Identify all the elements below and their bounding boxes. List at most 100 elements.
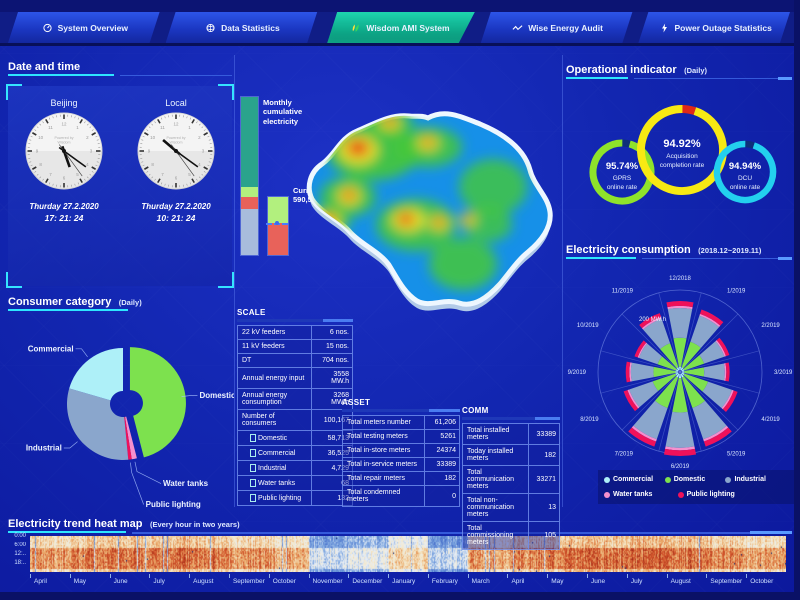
- rose-petal-segment[interactable]: [652, 373, 677, 391]
- rose-petal-segment[interactable]: [683, 355, 705, 371]
- table-row-label: Commercial: [238, 446, 311, 460]
- rose-petal-segment[interactable]: [628, 427, 657, 447]
- rose-petal-segment[interactable]: [681, 371, 685, 373]
- rose-petal-segment[interactable]: [716, 337, 730, 357]
- legend-item-domestic[interactable]: Domestic: [664, 476, 726, 483]
- table-row: Total repair meters 182: [343, 472, 459, 486]
- rose-petal-segment[interactable]: [638, 343, 663, 365]
- tab-power-outage-statistics[interactable]: Power Outage Statistics: [638, 12, 792, 43]
- rose-petal-segment[interactable]: [675, 369, 679, 372]
- rose-petal-segment[interactable]: [637, 342, 648, 358]
- rose-petal-segment[interactable]: [702, 381, 733, 409]
- pie-slice-industrial[interactable]: [67, 388, 129, 460]
- legend-item-public-lighting[interactable]: Public lighting: [677, 491, 752, 498]
- rose-petal-segment[interactable]: [680, 373, 684, 378]
- rose-petal-segment[interactable]: [633, 400, 668, 440]
- rose-petal-segment[interactable]: [703, 425, 729, 442]
- rose-petal-segment[interactable]: [699, 313, 721, 327]
- table-row: Total in-store meters 24374: [343, 444, 459, 458]
- rose-petal-segment[interactable]: [643, 318, 671, 350]
- datetime-header: Date and time: [8, 57, 80, 75]
- svg-text:4: 4: [86, 162, 89, 167]
- rose-petal-segment[interactable]: [665, 446, 695, 451]
- bar-segment: [241, 187, 258, 197]
- rose-petal-segment[interactable]: [653, 366, 676, 378]
- rose-petal-segment[interactable]: [692, 400, 727, 440]
- rose-petal-segment[interactable]: [676, 373, 680, 378]
- rose-petal-segment[interactable]: [681, 372, 685, 376]
- table-row: Total non-communication meters 13: [463, 494, 559, 522]
- table-row: Total communication meters 33271: [463, 466, 559, 494]
- rose-petal-segment[interactable]: [672, 377, 688, 413]
- rose-petal-segment[interactable]: [623, 390, 639, 412]
- rose-petal-segment[interactable]: [676, 367, 680, 371]
- rose-petal-segment[interactable]: [673, 337, 687, 367]
- pie-slice-water-tanks[interactable]: [125, 416, 137, 460]
- rose-petal-segment[interactable]: [660, 343, 679, 369]
- rose-petal-segment[interactable]: [681, 369, 685, 372]
- rose-petal-segment[interactable]: [675, 371, 679, 373]
- rose-petal-segment[interactable]: [699, 341, 725, 364]
- rose-petal-segment[interactable]: [625, 361, 631, 383]
- tab-system-overview[interactable]: System Overview: [8, 12, 162, 43]
- rose-month-label: 10/2019: [577, 323, 599, 329]
- pie-slice-domestic[interactable]: [129, 347, 186, 458]
- rose-petal-segment[interactable]: [703, 427, 732, 447]
- rose-petal-segment[interactable]: [629, 362, 632, 382]
- rose-petal-segment[interactable]: [663, 448, 697, 456]
- tab-label: Power Outage Statistics: [674, 22, 772, 33]
- corner-accent: [218, 272, 234, 288]
- rose-petal-segment[interactable]: [722, 390, 738, 412]
- rose-petal-segment[interactable]: [665, 411, 695, 448]
- legend-item-commercial[interactable]: Commercial: [604, 476, 665, 483]
- consumer-header: Consumer category (Daily): [8, 292, 142, 310]
- footer-bar: [0, 592, 800, 600]
- rose-petal-segment[interactable]: [675, 372, 679, 376]
- heatmap-month-label: July: [153, 578, 165, 585]
- heatmap-scroll-thumb[interactable]: [750, 531, 792, 534]
- rose-petal-segment[interactable]: [631, 425, 657, 442]
- rose-petal-segment[interactable]: [725, 362, 730, 382]
- legend-item-industrial[interactable]: Industrial: [725, 476, 786, 483]
- rose-petal-segment[interactable]: [641, 317, 662, 330]
- tab-data-statistics[interactable]: Data Statistics: [166, 12, 320, 43]
- heatmap-month-label: June: [113, 578, 128, 585]
- rose-petal-segment[interactable]: [654, 376, 679, 409]
- rose-petal-segment[interactable]: [630, 362, 654, 382]
- rose-petal-segment[interactable]: [634, 340, 647, 358]
- rose-petal-segment[interactable]: [680, 367, 684, 371]
- rose-petal-segment[interactable]: [684, 367, 705, 377]
- consumption-subtitle: (2018.12~2019.11): [698, 246, 762, 255]
- pie-slice-public-lighting[interactable]: [124, 416, 132, 460]
- legend-item-water-tanks[interactable]: Water tanks: [604, 491, 678, 498]
- rose-petal-segment[interactable]: [678, 366, 682, 371]
- rose-petal-segment[interactable]: [667, 305, 693, 310]
- pie-slice-commercial[interactable]: [69, 348, 123, 401]
- gauge-label: GPRS: [613, 175, 632, 182]
- rose-petal-segment[interactable]: [690, 315, 720, 348]
- rose-petal-segment[interactable]: [715, 340, 726, 357]
- clock-city-label: Beijing: [50, 98, 78, 108]
- rose-petal-segment[interactable]: [678, 373, 682, 379]
- tab-wise-energy-audit[interactable]: Wise Energy Audit: [481, 12, 635, 43]
- rose-petal-segment[interactable]: [683, 373, 709, 392]
- heatmap-month-tick: [30, 574, 31, 578]
- rose-petal-segment[interactable]: [666, 301, 694, 308]
- table-row-label: Industrial: [238, 461, 311, 475]
- rose-petal-segment[interactable]: [721, 389, 734, 410]
- rose-petal-segment[interactable]: [700, 309, 724, 326]
- current-load-marker-dot: [275, 221, 279, 226]
- rose-petal-segment[interactable]: [667, 307, 693, 339]
- rose-petal-segment[interactable]: [723, 363, 727, 381]
- operational-line: [634, 78, 792, 79]
- rose-petal-segment[interactable]: [629, 381, 659, 408]
- rose-petal-segment[interactable]: [639, 313, 662, 329]
- rose-petal-segment[interactable]: [681, 376, 706, 409]
- heatmap-month-tick: [388, 574, 390, 578]
- svg-text:Wisdom: Wisdom: [58, 141, 71, 145]
- rose-petal-segment[interactable]: [703, 363, 725, 381]
- rose-petal-segment[interactable]: [681, 341, 701, 369]
- rose-petal-segment[interactable]: [627, 389, 640, 409]
- rose-petal-segment[interactable]: [657, 356, 677, 371]
- tab-wisdom-ami-system[interactable]: Wisdom AMI System: [323, 12, 477, 43]
